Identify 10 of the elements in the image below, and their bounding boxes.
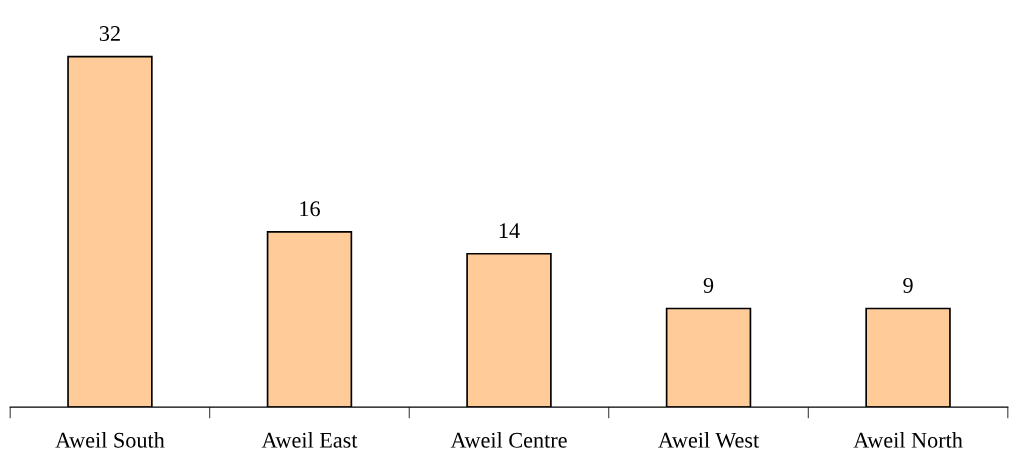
x-tick-label: Aweil South: [55, 432, 165, 448]
x-tick-label: Aweil Centre: [450, 432, 567, 448]
data-label: 32: [99, 26, 120, 41]
data-label: 16: [300, 201, 320, 217]
data-label: 14: [499, 223, 520, 238]
x-tick-label: Aweil North: [853, 432, 963, 448]
x-tick-label: Aweil West: [658, 432, 760, 448]
x-tick-label: Aweil East: [261, 432, 358, 448]
data-label: 9: [703, 277, 714, 293]
data-label: 9: [903, 277, 913, 293]
